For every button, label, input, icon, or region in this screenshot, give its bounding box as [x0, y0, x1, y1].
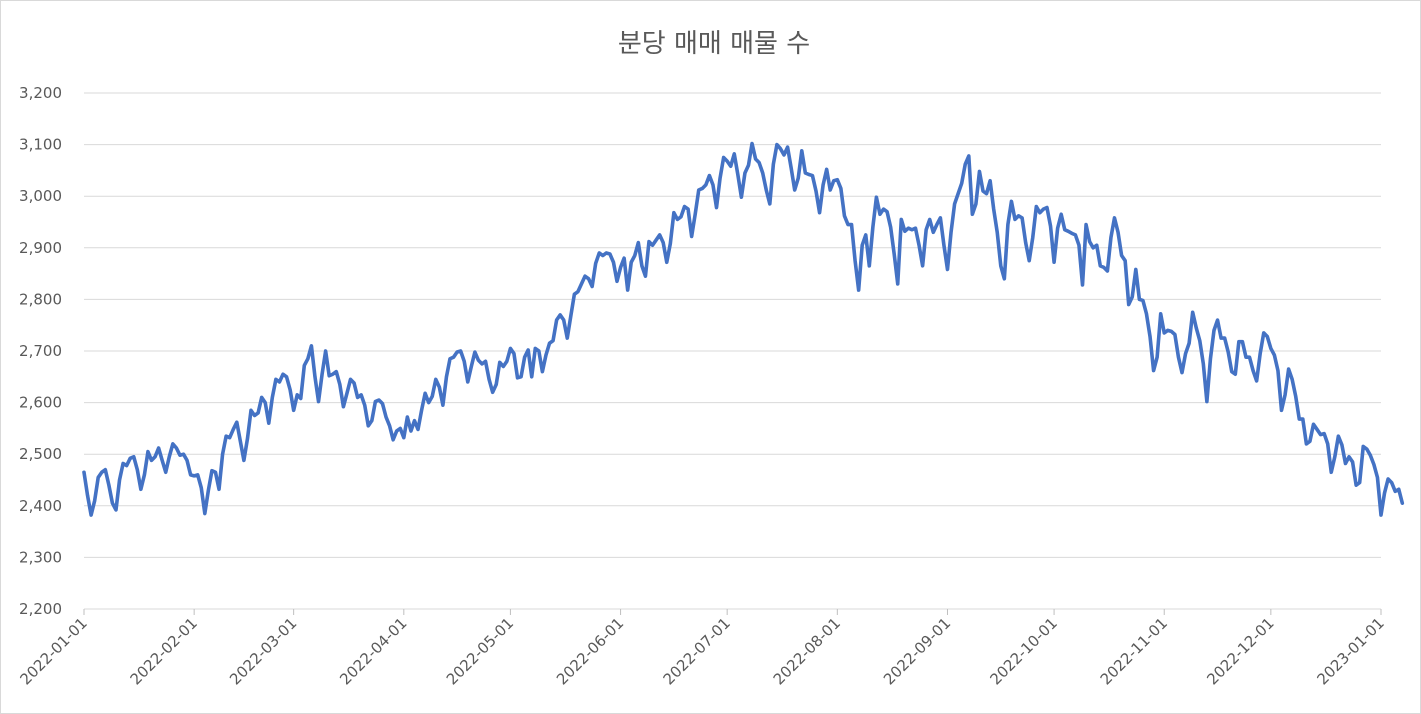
y-tick-label: 2,500 [19, 445, 62, 463]
y-tick-label: 3,100 [19, 136, 62, 154]
gridlines [84, 92, 1381, 558]
x-tick-label: 2022-12-01 [1203, 614, 1277, 688]
x-tick-label: 2022-05-01 [443, 614, 517, 688]
x-tick-label: 2022-04-01 [336, 614, 410, 688]
x-tick-label: 2022-11-01 [1097, 614, 1171, 688]
y-tick-label: 3,000 [19, 187, 62, 205]
x-axis: 2022-01-01 2022-02-01 2022-03-01 2022-04-01… [16, 608, 1388, 688]
y-tick-label: 2,900 [19, 239, 62, 257]
chart-title: 분당 매매 매물 수 [618, 29, 810, 59]
y-tick-label: 2,200 [19, 600, 62, 618]
x-tick-label: 2023-01-01 [1313, 614, 1387, 688]
x-tick-label: 2022-06-01 [553, 614, 627, 688]
y-tick-label: 3,200 [19, 84, 62, 102]
series-group [82, 141, 1405, 517]
y-tick-label: 2,700 [19, 342, 62, 360]
y-tick-label: 2,800 [19, 290, 62, 308]
x-tick-label: 2022-08-01 [770, 614, 844, 688]
series-line [82, 141, 1405, 517]
x-tick-label: 2022-10-01 [987, 614, 1061, 688]
x-tick-label: 2022-01-01 [16, 614, 90, 688]
x-tick-label: 2022-03-01 [226, 614, 300, 688]
x-tick-label: 2022-02-01 [127, 614, 201, 688]
y-tick-label: 2,600 [19, 394, 62, 412]
x-tick-label: 2022-09-01 [880, 614, 954, 688]
y-axis-tick-labels: 2,200 2,300 2,400 2,500 2,600 2,700 2,800 2,900… [19, 84, 62, 618]
x-tick-label: 2022-07-01 [660, 614, 734, 688]
y-tick-label: 2,400 [19, 497, 62, 515]
y-tick-label: 2,300 [19, 548, 62, 566]
